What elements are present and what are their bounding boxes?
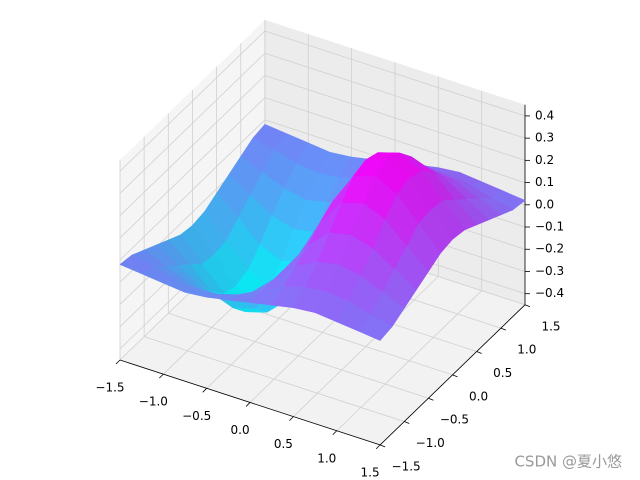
x-tick-label: −1.0 [139, 395, 168, 409]
tick-mark [332, 430, 338, 436]
tick-mark [379, 444, 386, 448]
tick-mark [524, 304, 531, 308]
grid-line [264, 52, 526, 139]
tick-mark [452, 374, 458, 378]
x-tick-label: 0.5 [274, 437, 293, 451]
y-tick-label: 0.0 [469, 389, 488, 403]
x-tick-label: 1.0 [317, 451, 336, 465]
y-tick-label: 1.0 [517, 343, 536, 357]
grid-line [264, 97, 526, 183]
grid-line [119, 97, 266, 239]
watermark: CSDN @夏小悠 [514, 453, 622, 471]
tick-mark [159, 373, 164, 379]
y-tick-label: −0.5 [440, 413, 469, 427]
y-tick-label: −1.0 [416, 436, 445, 450]
z-tick-label: −0.4 [535, 286, 564, 300]
y-tick-label: 1.5 [541, 319, 560, 333]
tick-mark [289, 416, 294, 421]
y-tick-label: −1.5 [392, 459, 421, 473]
grid-line [119, 119, 266, 261]
x-tick-label: 0.0 [231, 423, 250, 437]
grid-line [119, 52, 266, 194]
z-tick-label: −0.1 [535, 220, 564, 234]
x-tick-label: 1.5 [361, 465, 380, 479]
x-tick-label: −0.5 [182, 409, 211, 423]
tick-mark [375, 444, 381, 450]
tick-mark [404, 421, 410, 424]
surface-patch [358, 314, 393, 341]
grid-line [119, 30, 266, 172]
z-tick-label: 0.0 [535, 197, 554, 211]
grid-line [144, 336, 405, 422]
grid-line [264, 30, 526, 117]
z-tick-label: 0.2 [535, 153, 554, 167]
grid-line [264, 75, 526, 161]
z-tick-label: 0.3 [535, 131, 554, 145]
y-tick-label: 0.5 [493, 366, 512, 380]
tick-mark [476, 351, 482, 354]
grid-line [119, 75, 266, 216]
tick-mark [115, 359, 121, 365]
grid-line [168, 312, 429, 399]
tick-mark [428, 397, 434, 401]
z-tick-label: −0.3 [535, 264, 564, 278]
tick-mark [245, 402, 251, 407]
x-tick-label: −1.5 [95, 381, 124, 395]
z-tick-label: 0.4 [535, 108, 554, 122]
tick-mark [500, 327, 506, 331]
z-tick-label: −0.2 [535, 242, 564, 256]
tick-mark [202, 388, 207, 393]
z-tick-label: 0.1 [535, 175, 554, 189]
